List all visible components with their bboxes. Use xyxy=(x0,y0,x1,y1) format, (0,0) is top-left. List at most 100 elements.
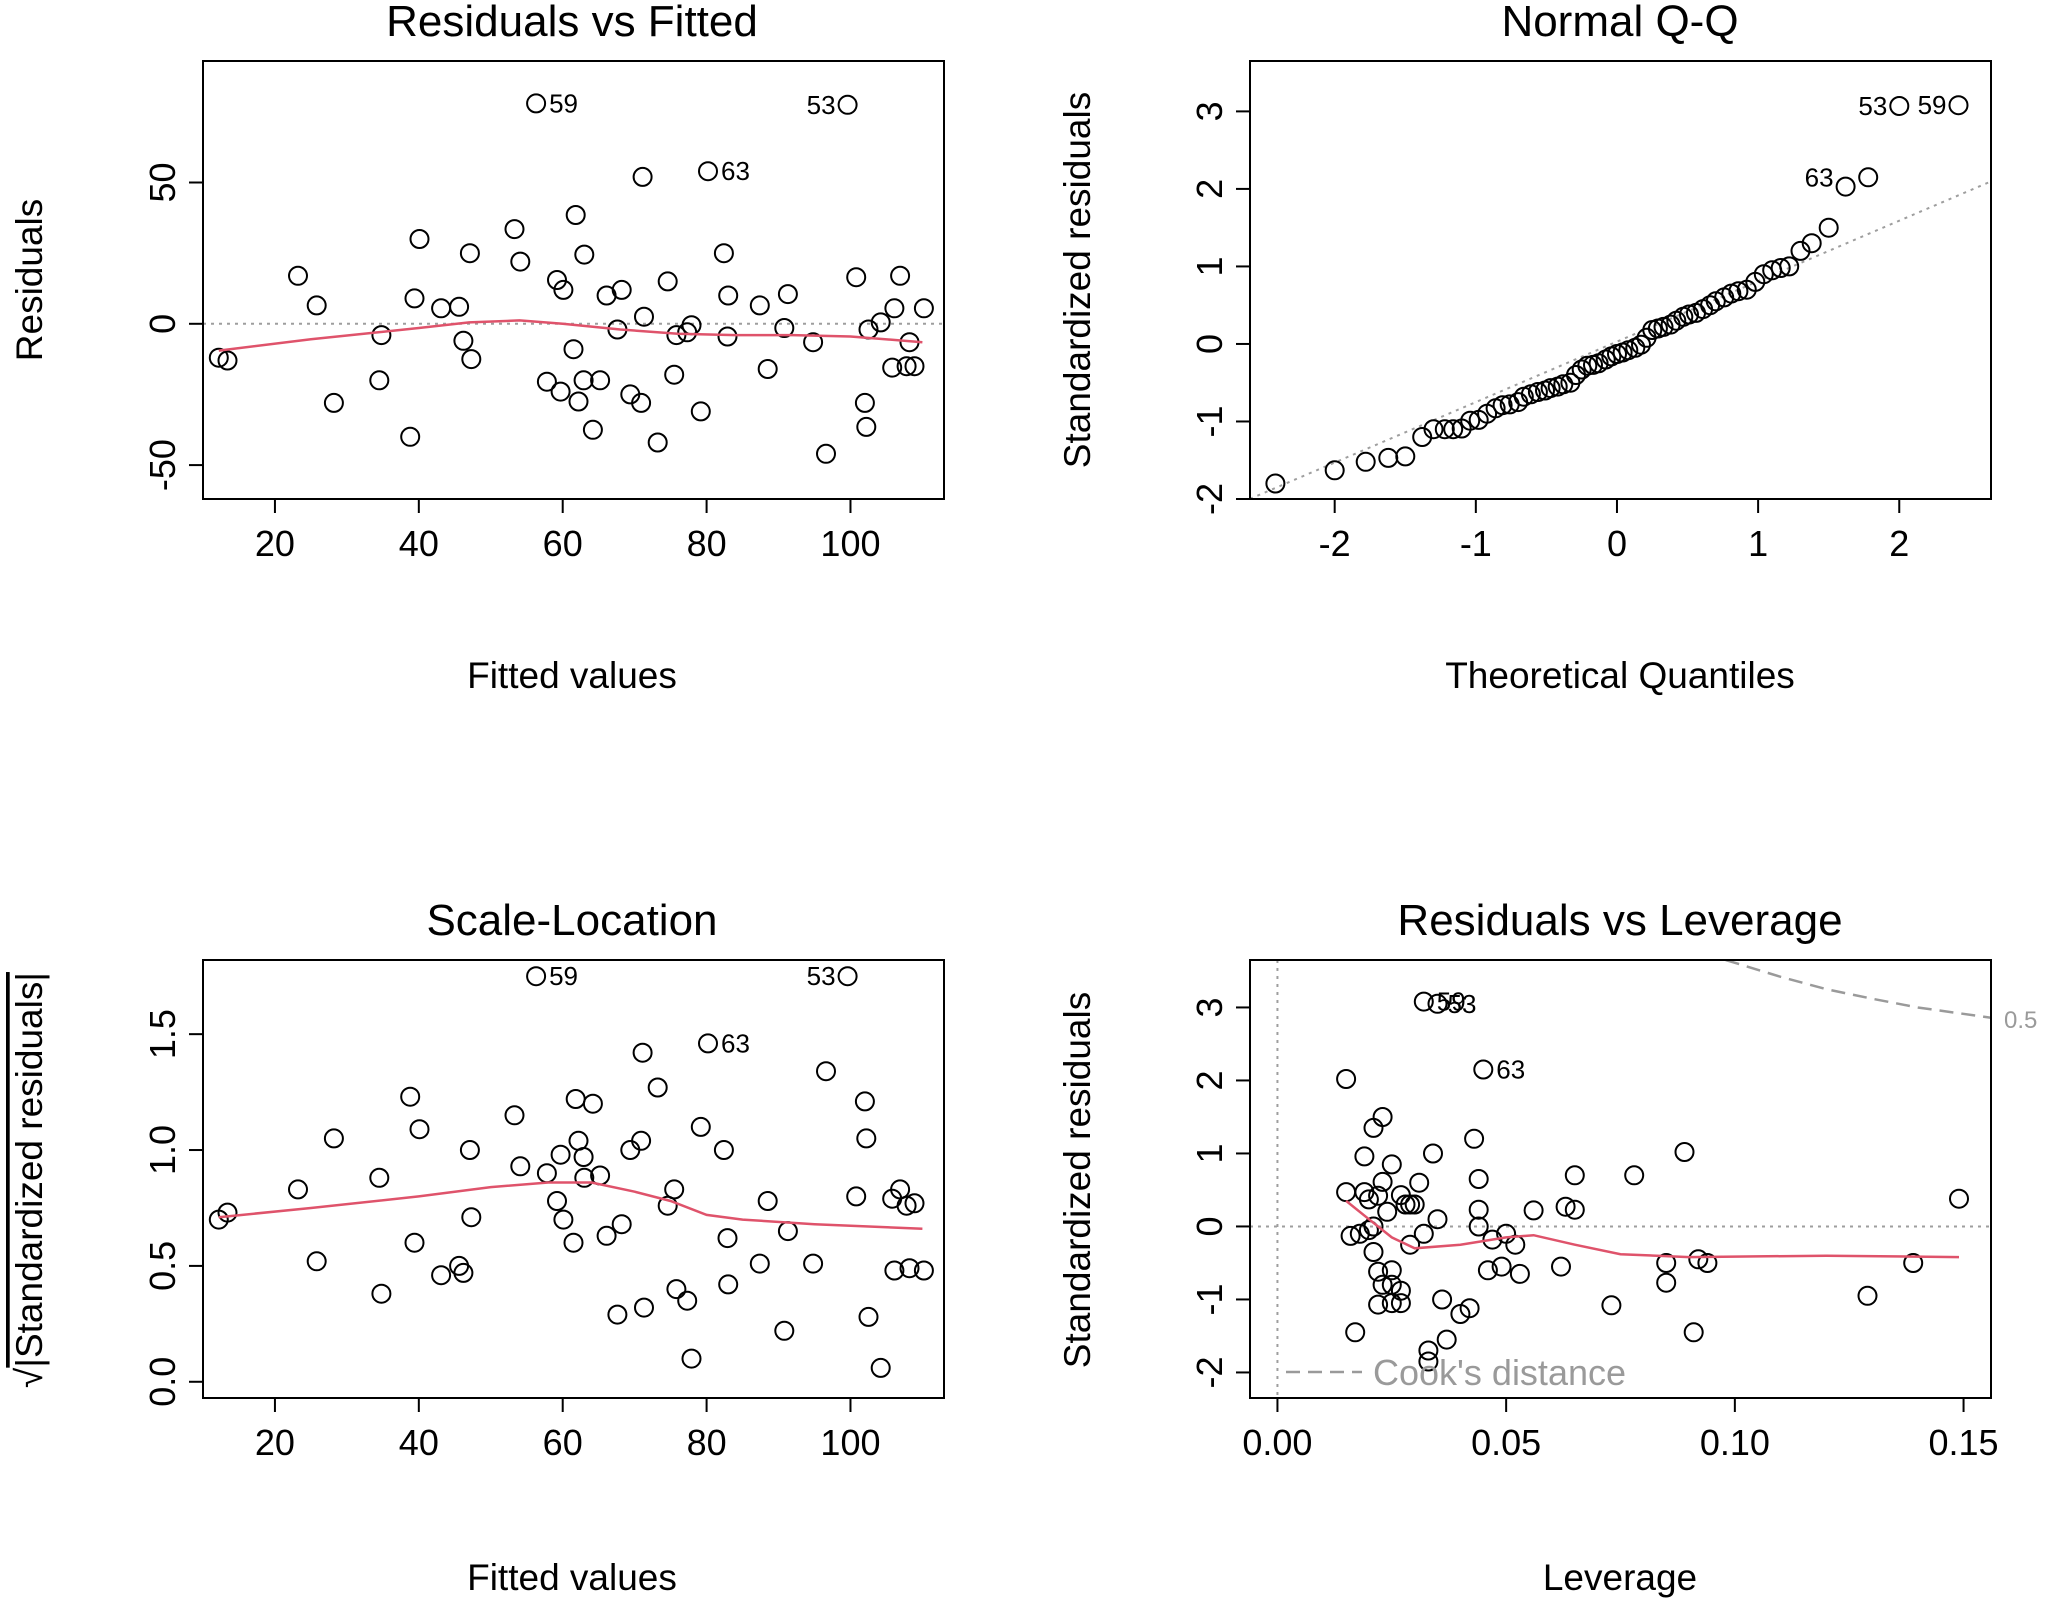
y-tick-label: 0.5 xyxy=(142,1241,183,1291)
plot-frame xyxy=(202,959,945,1399)
data-point xyxy=(1372,1171,1393,1192)
point-labels: 59 53 63 xyxy=(549,88,836,186)
data-point xyxy=(1381,1154,1402,1175)
y-ticks: 0.0 0.5 1.0 1.5 xyxy=(142,1009,203,1407)
y-tick-label: -1 xyxy=(1189,1283,1230,1315)
data-point xyxy=(837,94,858,115)
data-point xyxy=(904,356,925,377)
point-label: 63 xyxy=(1805,162,1834,192)
radical-sign: √ xyxy=(9,1367,50,1388)
point-label: 59 xyxy=(549,88,578,118)
data-point xyxy=(611,1214,632,1235)
x-tick-label: -2 xyxy=(1319,523,1351,564)
data-point xyxy=(913,298,934,319)
data-point xyxy=(749,295,770,316)
data-point xyxy=(757,359,778,379)
data-point xyxy=(713,243,734,264)
data-point xyxy=(882,357,903,378)
data-point xyxy=(1336,1182,1357,1203)
x-tick-label: 80 xyxy=(687,1422,727,1463)
data-point xyxy=(1372,1107,1393,1127)
data-point xyxy=(681,1348,702,1369)
data-point xyxy=(553,1209,574,1230)
data-point xyxy=(1363,1216,1384,1237)
y-tick-label: -50 xyxy=(142,439,183,491)
smoother-line xyxy=(218,319,923,352)
data-point xyxy=(870,1357,891,1378)
point-label: 63 xyxy=(721,156,750,186)
data-point xyxy=(1728,281,1749,302)
data-point xyxy=(846,1186,867,1207)
x-tick-label: 20 xyxy=(255,1422,295,1463)
data-point xyxy=(369,370,390,391)
data-point xyxy=(718,1274,739,1295)
cooks-distance-contour xyxy=(1725,960,1991,1019)
point-label: 53 xyxy=(807,90,836,120)
panel-title: Normal Q-Q xyxy=(1501,0,1738,46)
data-point xyxy=(409,229,430,249)
x-tick-label: 40 xyxy=(399,523,439,564)
data-point xyxy=(369,1167,390,1188)
data-point xyxy=(431,298,452,319)
data-point xyxy=(777,1221,798,1242)
data-point xyxy=(288,265,308,286)
data-point xyxy=(208,347,229,368)
data-point xyxy=(1372,1274,1393,1295)
data-point xyxy=(718,285,739,306)
point-label: 59 xyxy=(1437,987,1466,1017)
data-point xyxy=(1624,1165,1645,1186)
data-point xyxy=(461,349,482,370)
y-axis-label: Standardized residuals xyxy=(1057,992,1098,1368)
y-tick-label: 0 xyxy=(1189,334,1230,354)
x-axis-label: Theoretical Quantiles xyxy=(1445,655,1795,696)
data-point xyxy=(574,1167,595,1188)
data-points xyxy=(208,93,934,464)
data-point xyxy=(631,392,652,413)
data-point xyxy=(884,1260,905,1281)
y-ticks: -2 -1 0 1 2 3 xyxy=(1189,101,1250,515)
data-point xyxy=(803,332,824,353)
cooks-contour-label: 0.5 xyxy=(2004,1007,2037,1034)
data-point xyxy=(573,370,594,391)
data-point xyxy=(896,1195,917,1216)
point-label: 53 xyxy=(1858,91,1887,121)
y-ticks: -50 0 50 xyxy=(142,162,203,491)
data-point xyxy=(870,312,891,333)
data-point xyxy=(899,1258,920,1279)
data-points xyxy=(208,966,934,1378)
data-point xyxy=(632,166,653,187)
panel-scale-location: Scale-Location Fitted values √|Standardi… xyxy=(9,896,945,1598)
data-point xyxy=(1423,419,1444,440)
data-point xyxy=(1857,1285,1878,1306)
data-point xyxy=(634,1297,654,1318)
data-point xyxy=(596,1225,617,1246)
data-point xyxy=(404,288,425,309)
data-point xyxy=(1390,1293,1411,1314)
data-point xyxy=(904,1193,925,1214)
data-point xyxy=(1336,1069,1357,1089)
data-point xyxy=(1492,395,1513,416)
point-labels: 63 53 59 xyxy=(1805,90,1947,192)
data-point xyxy=(1553,374,1574,395)
data-point xyxy=(1835,176,1856,197)
data-point xyxy=(449,296,470,317)
data-point xyxy=(890,265,911,286)
x-axis-label: Fitted values xyxy=(467,1557,677,1598)
data-point xyxy=(1482,1229,1503,1250)
data-point xyxy=(1324,460,1345,481)
data-point xyxy=(1903,1253,1924,1273)
y-tick-label: 1.5 xyxy=(142,1009,183,1059)
y-tick-label: -2 xyxy=(1189,1356,1230,1388)
data-point xyxy=(563,1232,584,1253)
panel-residuals-vs-leverage: Residuals vs Leverage Leverage Standardi… xyxy=(1057,896,2037,1598)
data-point xyxy=(1381,1260,1402,1281)
x-axis-label: Leverage xyxy=(1543,1557,1697,1598)
data-point xyxy=(526,93,547,114)
data-point xyxy=(717,1228,738,1249)
data-point xyxy=(816,443,836,464)
data-point xyxy=(1427,1209,1448,1230)
x-tick-label: 100 xyxy=(820,1422,880,1463)
data-point xyxy=(1460,410,1481,431)
data-point xyxy=(1413,991,1434,1012)
